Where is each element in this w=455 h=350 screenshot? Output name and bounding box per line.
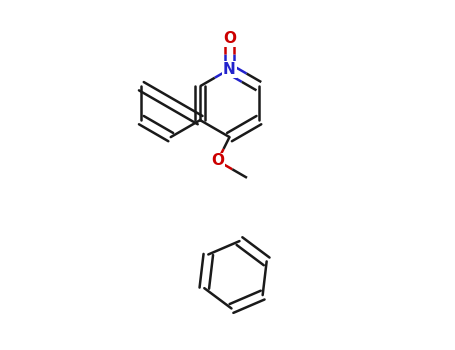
Text: O: O	[211, 153, 224, 168]
Text: N: N	[223, 62, 236, 77]
Text: O: O	[223, 31, 236, 46]
